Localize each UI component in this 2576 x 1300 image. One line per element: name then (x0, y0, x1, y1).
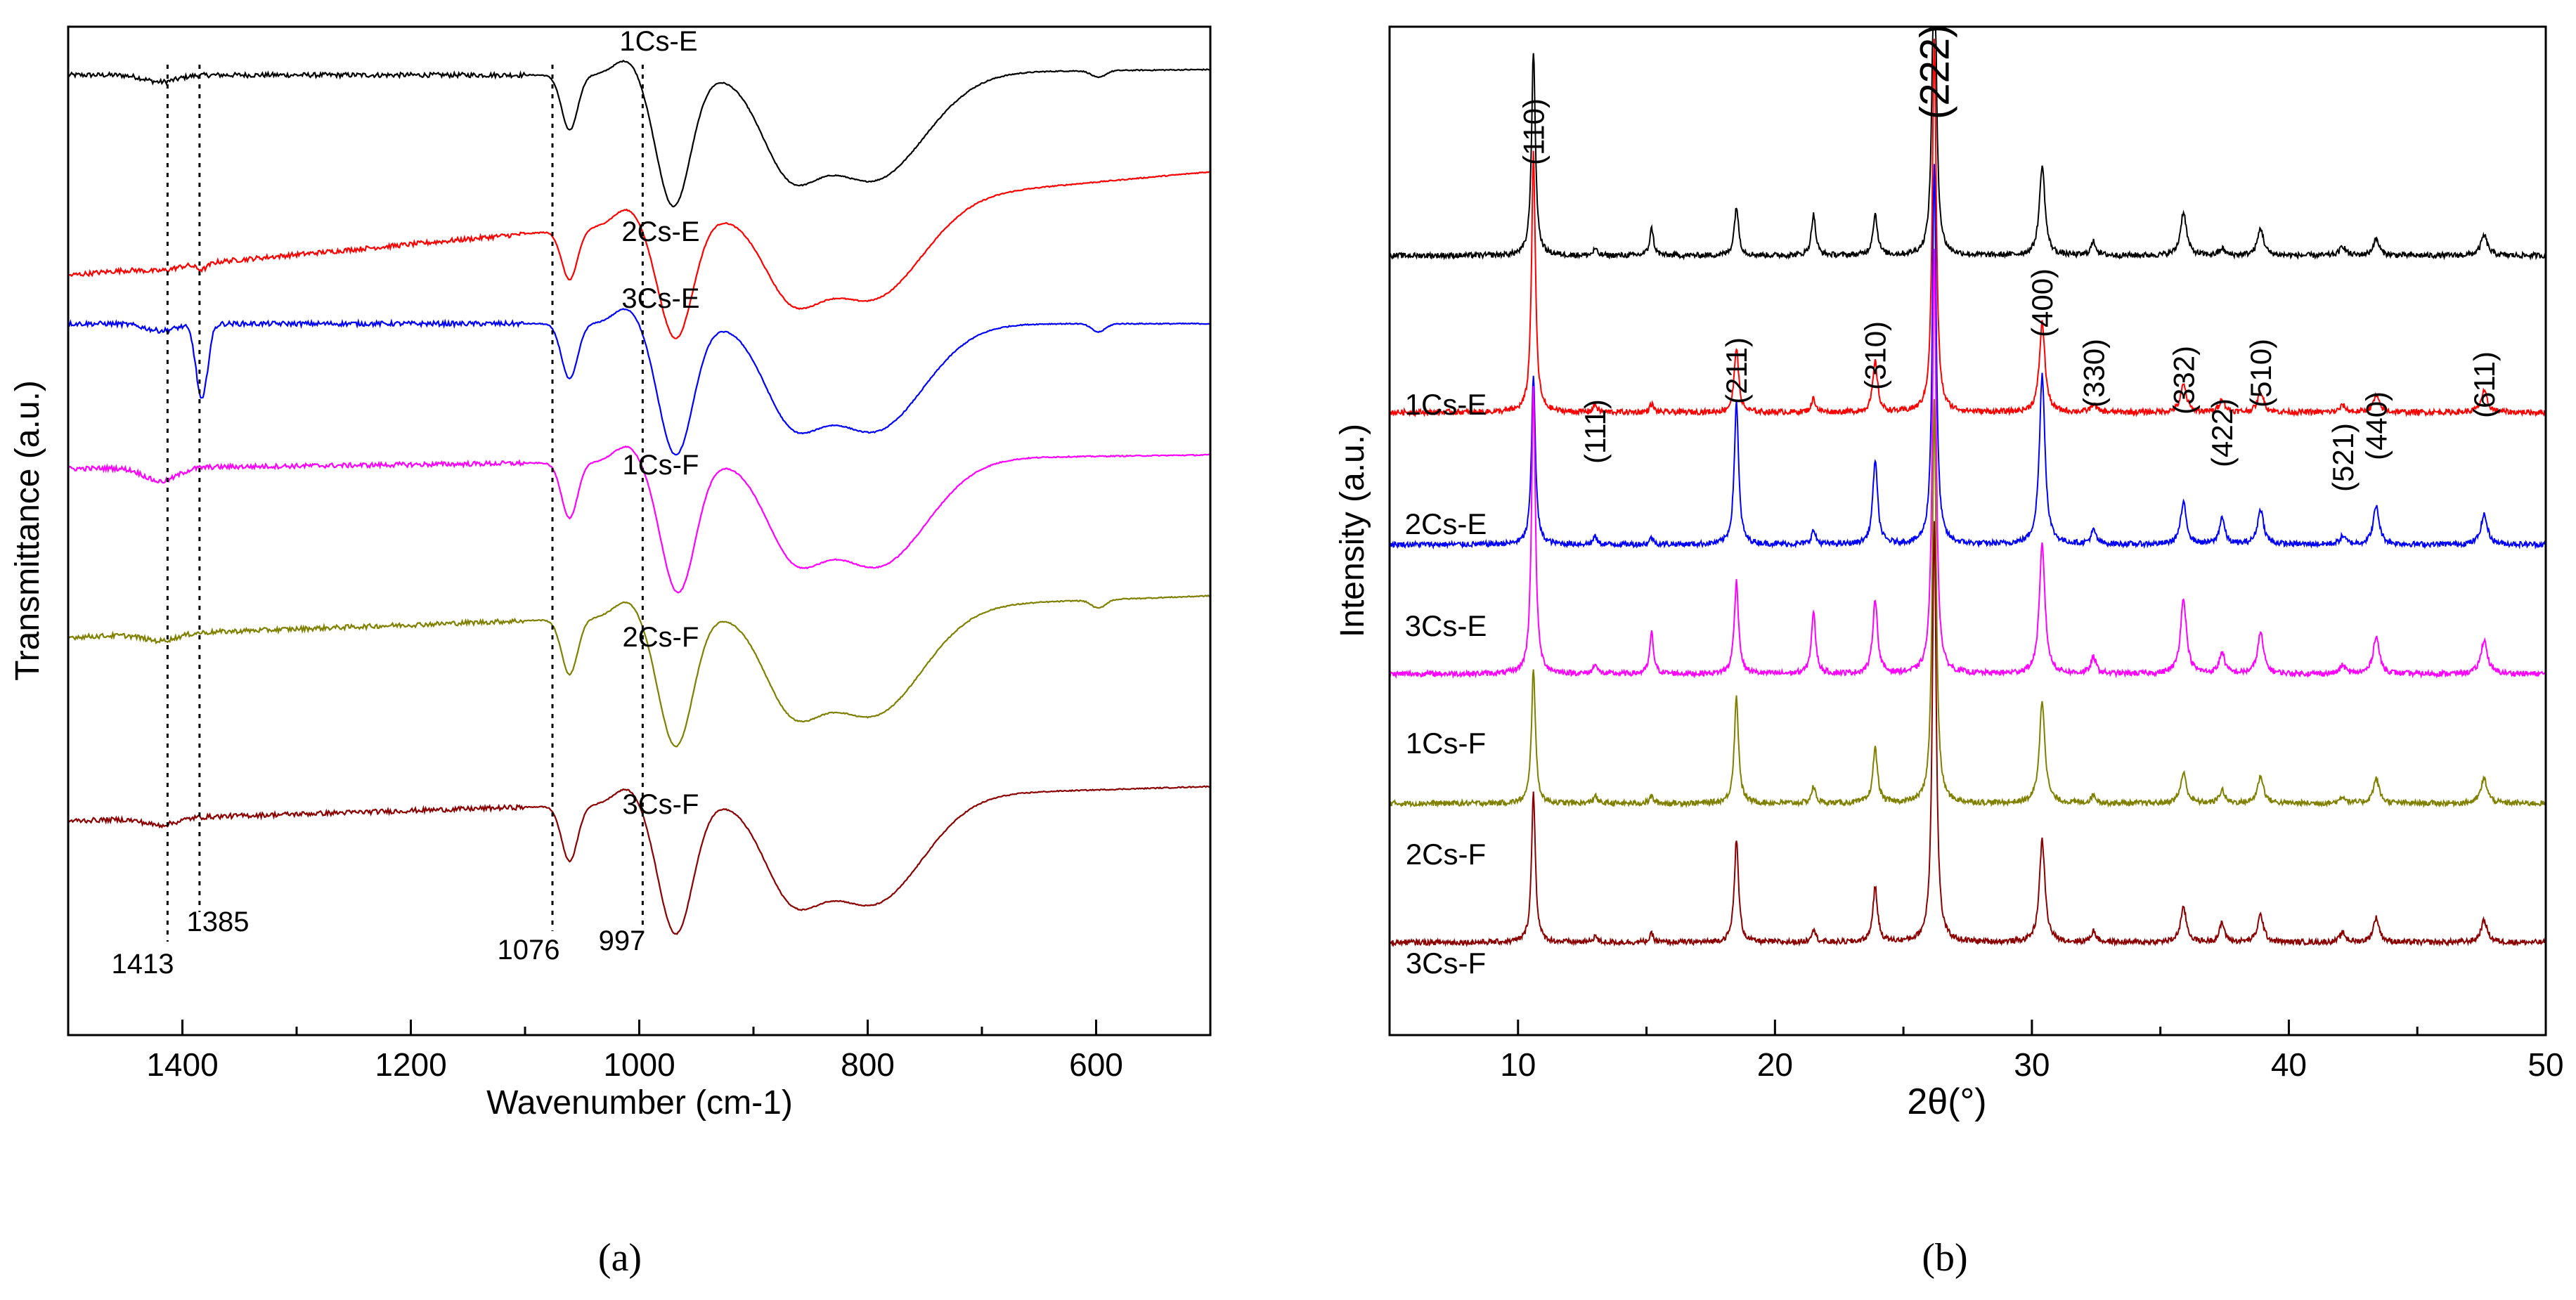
ref-line-label-1076: 1076 (498, 935, 560, 966)
xrd-line-2cs-f (1389, 398, 2546, 809)
panel-b-plot-frame (1388, 25, 2547, 1036)
ftir-series-label-1cs-e: 1Cs-E (619, 26, 697, 57)
ftir-series-label-1cs-f: 1Cs-F (623, 450, 699, 481)
peak-label-222: (222) (1912, 25, 1957, 119)
y-axis-title-a: Transmittance (a.u.) (9, 380, 46, 681)
panel-b: 10 20 30 40 50 (110) (111) (211) (310) (222) (400… (1334, 25, 2564, 1280)
x-tick-label-600: 600 (1069, 1046, 1123, 1083)
xrd-series-label-1cs-f: 1Cs-F (1406, 727, 1486, 760)
x-axis-title-b: 2θ(°) (1907, 1081, 1986, 1122)
x-axis-title-a: Wavenumber (cm-1) (486, 1084, 793, 1122)
peak-label-611: (611) (2468, 351, 2501, 418)
xrd-series-group (1389, 27, 2546, 948)
panel-a-x-ticks: 1400 1200 1000 800 600 (67, 1020, 1212, 1083)
peak-label-332: (332) (2167, 346, 2200, 415)
panel-label-a: (a) (598, 1236, 642, 1280)
peak-label-510: (510) (2244, 339, 2277, 408)
x-tick-label-1200: 1200 (375, 1046, 446, 1083)
x-tick-label-20: 20 (1757, 1046, 1793, 1083)
ftir-series-group (67, 59, 1211, 935)
peak-label-330: (330) (2077, 339, 2110, 408)
x-tick-label-30: 30 (2014, 1046, 2050, 1083)
x-tick-label-40: 40 (2271, 1046, 2307, 1083)
ftir-line-2cs-e (67, 171, 1211, 339)
xrd-series-label-2cs-f: 2Cs-F (1406, 838, 1486, 871)
x-tick-label-800: 800 (841, 1046, 895, 1083)
x-tick-label-10: 10 (1500, 1046, 1536, 1083)
ftir-line-3cs-e (67, 308, 1210, 456)
peak-label-440: (440) (2360, 391, 2393, 460)
xrd-series-label-3cs-f: 3Cs-F (1406, 947, 1486, 980)
xrd-series-label-3cs-e: 3Cs-E (1405, 609, 1487, 642)
xrd-line-3cs-e (1389, 164, 2546, 550)
ftir-line-3cs-f (67, 785, 1211, 935)
panel-a: 1400 1200 1000 800 600 1Cs-E 2Cs-E 3Cs-E 1Cs… (9, 25, 1212, 1280)
x-tick-label-50: 50 (2528, 1046, 2563, 1083)
peak-label-422: (422) (2206, 398, 2239, 467)
peak-label-400: (400) (2026, 268, 2059, 337)
ftir-line-1cs-e (67, 59, 1211, 208)
xrd-line-2cs-e (1389, 39, 2546, 418)
xrd-line-1cs-e (1389, 27, 2546, 261)
ftir-line-2cs-f (67, 594, 1211, 748)
peak-labels: (110) (111) (211) (310) (222) (400) (330) (332)… (1517, 25, 2501, 492)
peak-label-211: (211) (1720, 337, 1753, 404)
ref-line-label-1413: 1413 (112, 949, 174, 980)
y-axis-title-b: Intensity (a.u.) (1334, 424, 1371, 637)
reference-lines (166, 65, 644, 942)
x-tick-label-1000: 1000 (603, 1046, 675, 1083)
peak-label-310: (310) (1859, 321, 1892, 390)
xrd-series-label-2cs-e: 2Cs-E (1405, 507, 1487, 540)
xrd-line-3cs-f (1389, 521, 2546, 948)
xrd-line-1cs-f (1389, 249, 2546, 680)
ftir-series-label-3cs-f: 3Cs-F (623, 789, 699, 820)
ref-line-label-1385: 1385 (187, 906, 250, 937)
x-tick-label-1400: 1400 (146, 1046, 218, 1083)
peak-label-110: (110) (1517, 98, 1550, 165)
panel-b-x-ticks: 10 20 30 40 50 (1388, 1020, 2564, 1083)
panel-label-b: (b) (1922, 1236, 1967, 1280)
ftir-series-label-2cs-f: 2Cs-F (623, 622, 699, 653)
ftir-series-label-3cs-e: 3Cs-E (621, 283, 699, 314)
ref-line-label-997: 997 (599, 925, 646, 956)
ftir-series-label-2cs-e: 2Cs-E (621, 216, 699, 247)
peak-label-111: (111) (1579, 399, 1612, 464)
peak-label-521: (521) (2326, 423, 2360, 492)
ftir-line-1cs-f (67, 445, 1211, 594)
xrd-series-label-1cs-e: 1Cs-E (1405, 388, 1487, 421)
